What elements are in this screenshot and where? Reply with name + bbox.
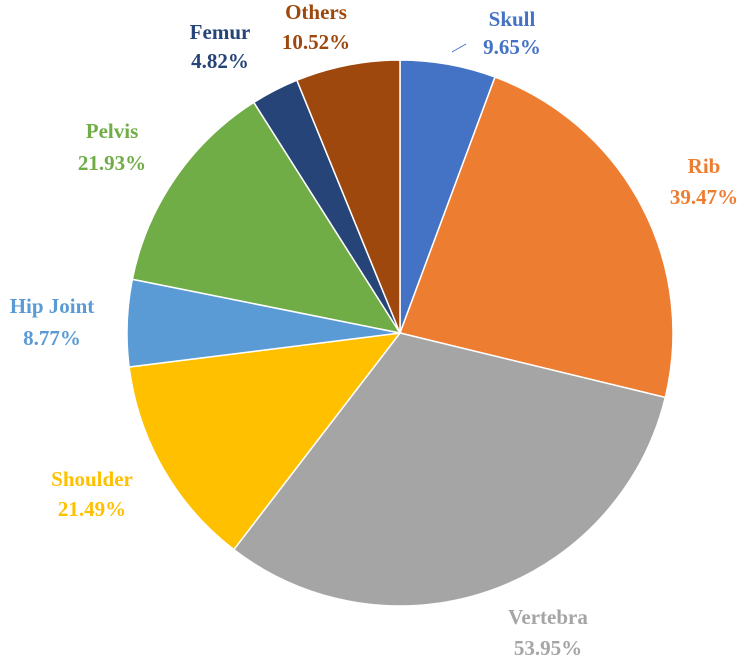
slice-label-pelvis: Pelvis bbox=[86, 119, 139, 143]
slice-label-others: Others bbox=[285, 0, 347, 24]
pie-slices bbox=[126, 59, 674, 607]
slice-label-hip-joint: Hip Joint bbox=[10, 294, 95, 318]
slice-percent-vertebra: 53.95% bbox=[514, 636, 582, 660]
pie-slice-pelvis bbox=[131, 101, 402, 335]
pie-slice-shoulder bbox=[128, 332, 402, 551]
pie-slice-rib bbox=[399, 76, 674, 399]
leader-lines bbox=[451, 43, 467, 53]
pie-slice-others bbox=[295, 59, 401, 334]
slice-percent-hip-joint: 8.77% bbox=[23, 326, 81, 350]
slice-label-femur: Femur bbox=[190, 20, 251, 44]
slice-label-shoulder: Shoulder bbox=[51, 467, 133, 491]
slice-percent-others: 10.52% bbox=[282, 30, 350, 54]
slice-percent-rib: 39.47% bbox=[670, 185, 738, 209]
slice-percent-skull: 9.65% bbox=[483, 35, 541, 59]
pie-slice-vertebra bbox=[232, 332, 667, 607]
slice-label-vertebra: Vertebra bbox=[508, 605, 588, 629]
slice-labels: Skull 9.65% Rib 39.47% Vertebra 53.95% Shoulde… bbox=[10, 0, 738, 660]
slice-percent-pelvis: 21.93% bbox=[78, 151, 146, 175]
slice-label-skull: Skull bbox=[489, 7, 536, 31]
leader-line-skull bbox=[451, 43, 467, 53]
slice-percent-shoulder: 21.49% bbox=[58, 497, 126, 521]
slice-percent-femur: 4.82% bbox=[191, 49, 249, 73]
slice-label-rib: Rib bbox=[688, 154, 721, 178]
